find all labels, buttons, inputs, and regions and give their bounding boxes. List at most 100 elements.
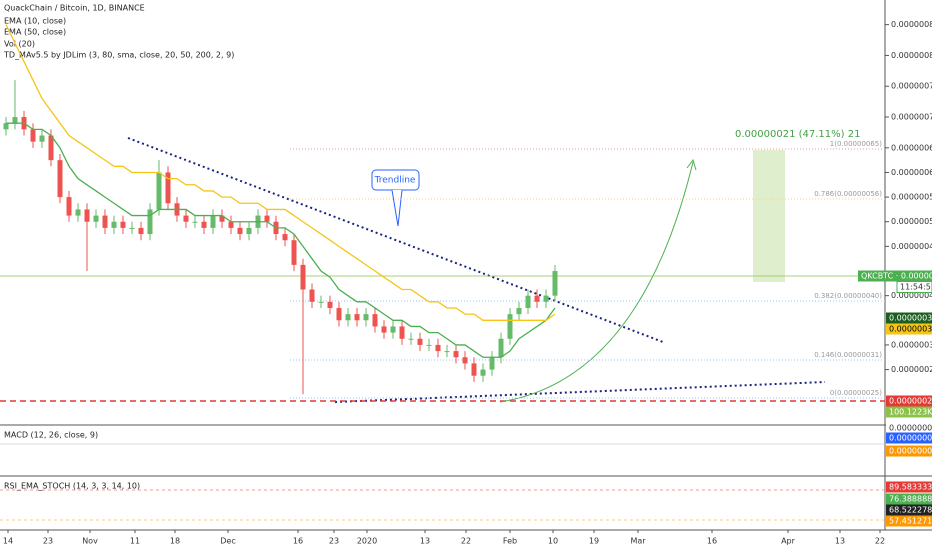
x-tick-label: Mar [630, 537, 646, 546]
x-tick-label: 10 [548, 537, 558, 546]
legend-item: EMA (50, close) [4, 28, 66, 37]
candle-body [228, 221, 234, 228]
candle-body [417, 338, 423, 345]
candle-body [390, 326, 396, 333]
arrow-head [686, 158, 697, 171]
candle-body [120, 221, 126, 228]
x-tick-label: 13 [835, 537, 845, 546]
candle-body [399, 326, 405, 339]
candle-body [471, 363, 477, 376]
candle-body [498, 338, 504, 358]
price-label: 100.1223K [889, 408, 932, 417]
candle-body [264, 215, 270, 222]
candle-body [219, 215, 225, 222]
candle-body [516, 307, 522, 315]
candle-body [237, 227, 243, 235]
x-tick-label: 23 [329, 537, 339, 546]
candle-body [210, 215, 216, 228]
support-line [334, 381, 826, 403]
candle-body [57, 160, 63, 198]
trendline [127, 137, 664, 343]
candle-body [345, 314, 351, 321]
candle-body [453, 351, 459, 358]
price-label: QKCBTC · 0.00000045 [861, 272, 932, 281]
y-tick-label: 0.00000029 [891, 365, 932, 374]
candle-body [462, 357, 468, 364]
candle-body [75, 209, 81, 216]
candle-body [480, 369, 486, 376]
candle-body [435, 344, 441, 352]
legend-title: QuackChain / Bitcoin, 1D, BINANCE [4, 4, 145, 13]
price-label: 0.00000037 [889, 325, 932, 334]
x-tick-label: Apr [781, 537, 796, 546]
candle-body [552, 271, 558, 296]
y-tick-label: 0.00000049 [891, 242, 932, 251]
candle-body [165, 172, 171, 204]
long-position [753, 150, 785, 282]
price-label-box [886, 406, 932, 418]
rsi-label: 76.38888889 [889, 495, 932, 504]
rsi-label: 68.52227823 [889, 506, 932, 515]
macd-title: MACD (12, 26, close, 9) [4, 431, 98, 440]
candle-body [507, 314, 513, 339]
candle-body [300, 264, 306, 290]
candle-body [291, 240, 297, 265]
candle-body [426, 344, 432, 346]
legend-item: EMA (10, close) [4, 17, 66, 26]
macd-label-box [886, 432, 932, 444]
projection-arrow [499, 161, 694, 403]
rsi-label-box [886, 504, 932, 516]
candle-body [39, 135, 45, 142]
x-tick-label: 18 [170, 537, 180, 546]
price-label-box [886, 395, 932, 407]
price-label-box [886, 323, 932, 335]
price-label-box [858, 270, 932, 282]
candle-body [183, 215, 189, 222]
y-tick-label: 0.00000085 [891, 20, 932, 29]
x-tick-label: Dec [220, 537, 235, 546]
candle-body [93, 215, 99, 222]
x-tick-label: 22 [875, 537, 885, 546]
legend-item: Vol (20) [4, 40, 35, 49]
fib-label: 0(0.00000025) [830, 389, 882, 397]
legend-item: TD_MAv5.5 by JDLim (3, 80, sma, close, 2… [3, 51, 234, 60]
candle-body [3, 123, 9, 130]
candle-body [363, 314, 369, 321]
candle-body [525, 295, 531, 308]
x-tick-label: 23 [43, 537, 53, 546]
rsi-label-box [886, 493, 932, 505]
x-tick-label: 13 [420, 537, 430, 546]
x-tick-label: 22 [461, 537, 471, 546]
candle-body [534, 295, 540, 302]
y-tick-label: 0.00000053 [891, 217, 932, 226]
candle-body [12, 117, 18, 124]
candle-body [66, 197, 72, 216]
macd-label-box [886, 422, 932, 434]
y-tick-label: 0.00000033 [891, 340, 932, 349]
x-tick-label: 14 [3, 537, 13, 546]
price-label-box [896, 281, 932, 293]
candle-body [246, 227, 252, 235]
candle-body [147, 209, 153, 235]
y-tick-label: 0.00000075 [891, 82, 932, 91]
candle-body [372, 314, 378, 327]
macd-label: 0.00000002 [889, 424, 932, 433]
candle-body [282, 234, 288, 241]
candle-body [201, 221, 207, 228]
candle-body [102, 215, 108, 228]
x-tick-label: 16 [293, 537, 303, 546]
y-tick-label: 0.00000065 [891, 143, 932, 152]
ema-line [6, 122, 556, 358]
fib-label: 0.382(0.00000040) [814, 292, 882, 300]
y-tick-label: 0.00000057 [891, 193, 932, 202]
x-tick-label: 11 [130, 537, 140, 546]
candle-body [84, 209, 90, 222]
price-label-box [886, 312, 932, 324]
price-label: 11:54:51 [900, 283, 932, 292]
rsi-label: 89.58333333 [889, 483, 932, 492]
candle-body [336, 307, 342, 321]
